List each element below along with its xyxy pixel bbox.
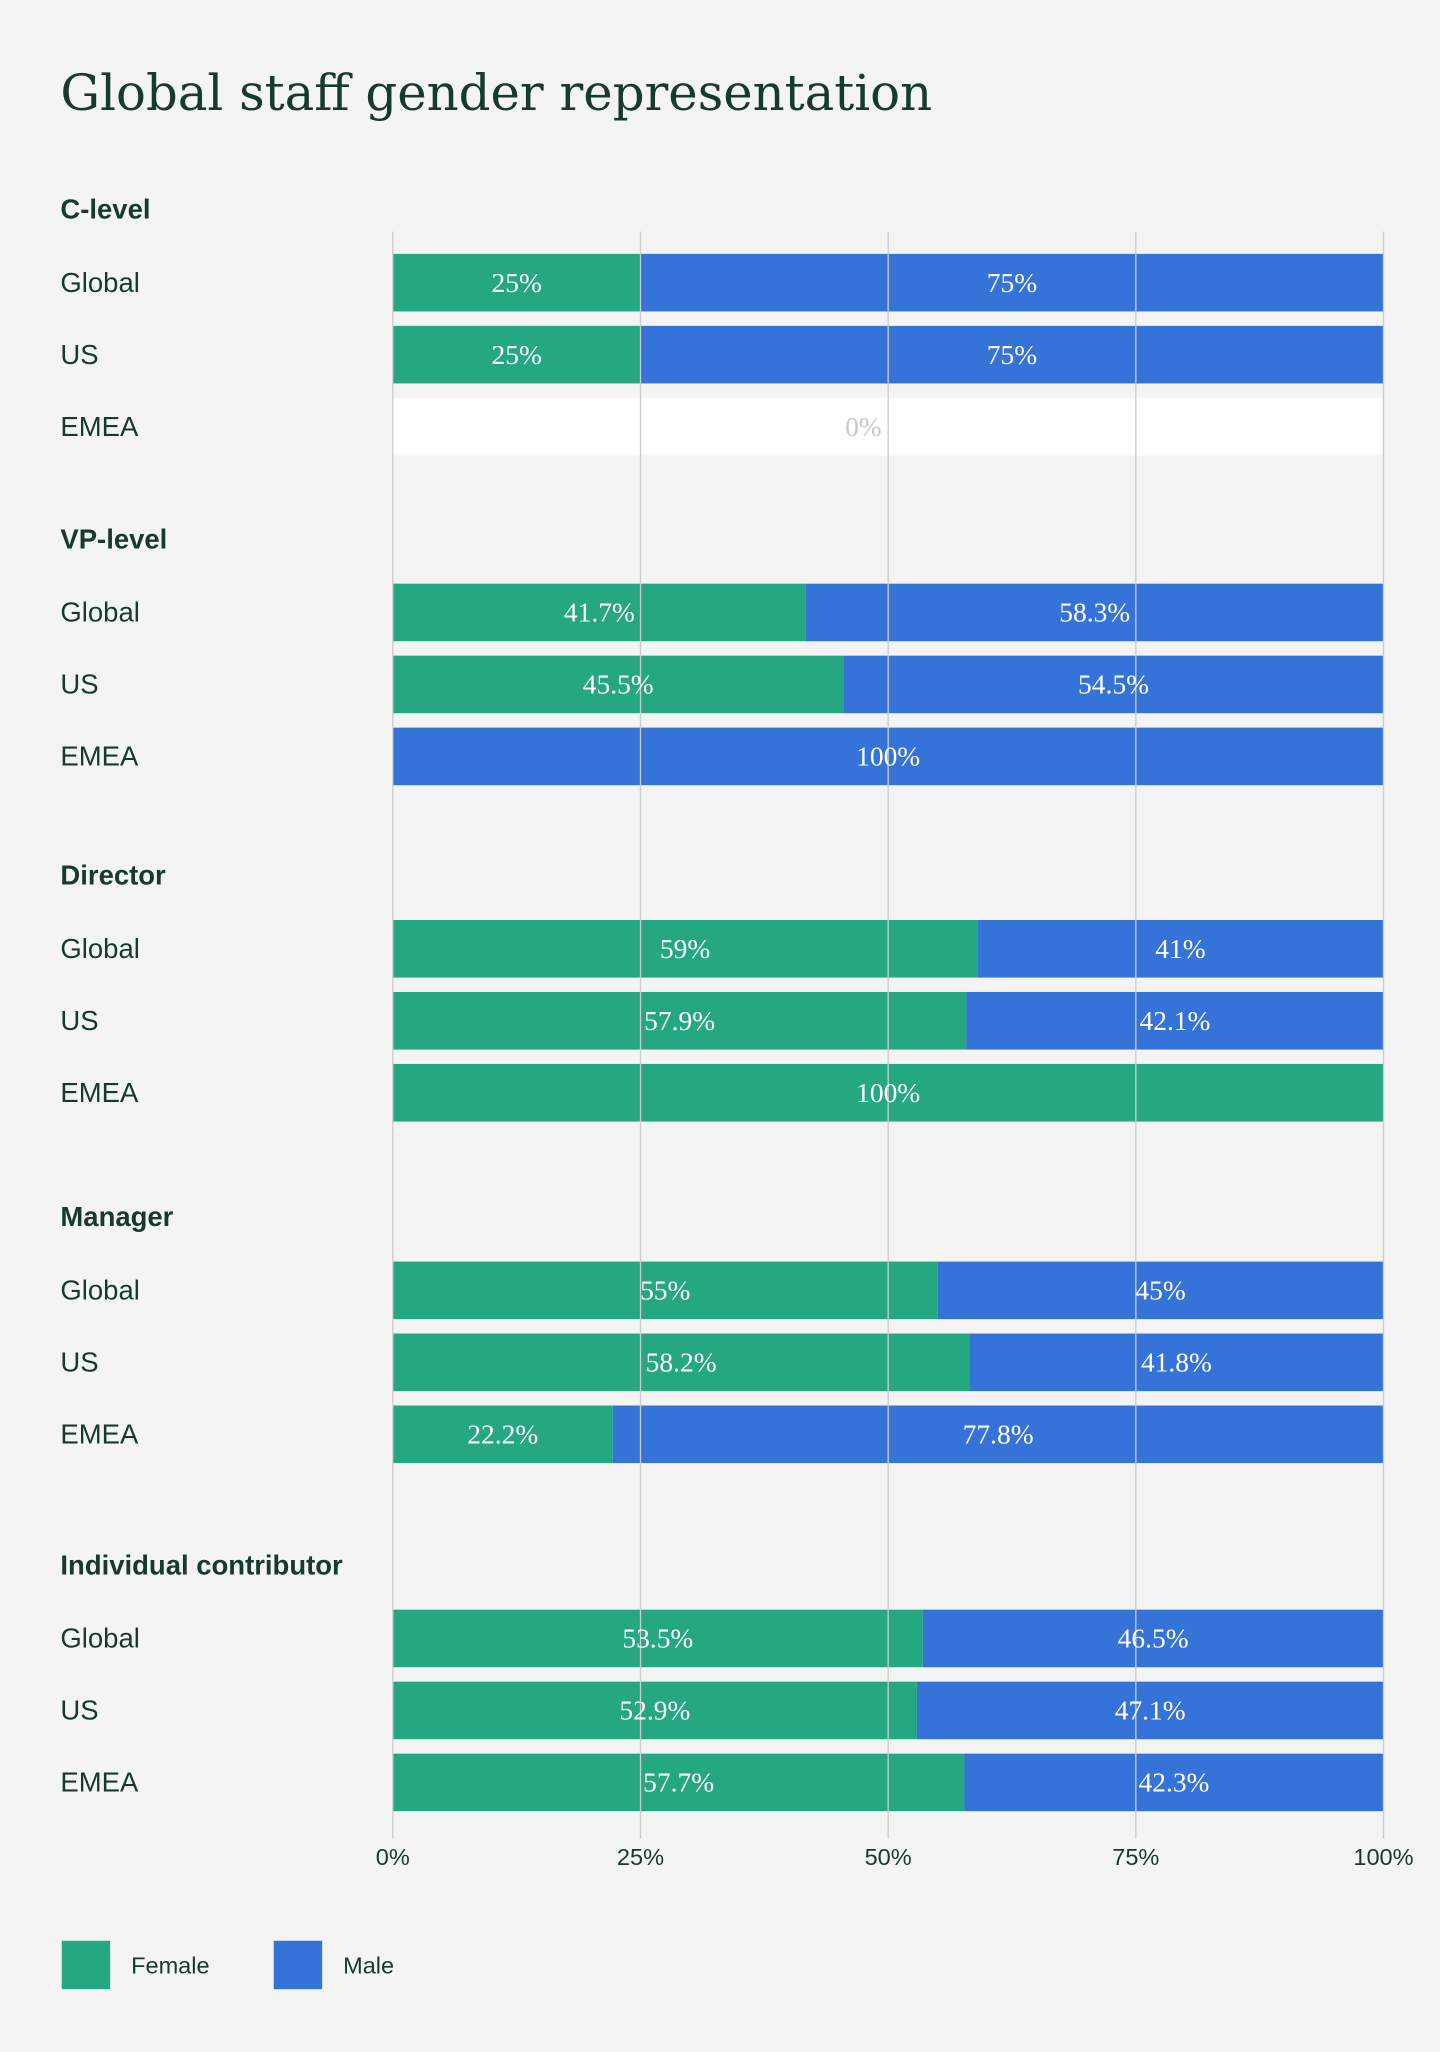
x-tick-label: 75% bbox=[1112, 1844, 1159, 1870]
x-tick-label: 100% bbox=[1353, 1844, 1413, 1870]
female-value-label: 25% bbox=[491, 340, 541, 370]
region-label: Global bbox=[60, 597, 139, 628]
bar-male bbox=[640, 253, 1384, 312]
bar-male bbox=[612, 1405, 1384, 1464]
male-value-label: 45% bbox=[1135, 1276, 1185, 1306]
x-tick-label: 50% bbox=[865, 1844, 912, 1870]
region-label: EMEA bbox=[60, 1767, 139, 1798]
male-value-label: 54.5% bbox=[1078, 670, 1149, 700]
bar-female bbox=[392, 1405, 613, 1464]
region-label: US bbox=[60, 339, 98, 370]
bar-female bbox=[392, 583, 806, 642]
female-value-label: 59% bbox=[660, 934, 710, 964]
region-label: Global bbox=[60, 267, 139, 298]
male-value-label: 58.3% bbox=[1059, 598, 1130, 628]
legend: Female Male bbox=[61, 1940, 394, 1990]
x-axis: 0% 25% 50% 75% 100% bbox=[376, 1844, 1414, 1870]
legend-label-female: Female bbox=[131, 1952, 210, 1978]
bar-female bbox=[392, 325, 641, 384]
bar-male bbox=[937, 1261, 1384, 1320]
legend-swatch-male bbox=[273, 1940, 323, 1990]
male-value-label: 77.8% bbox=[963, 1419, 1034, 1449]
female-value-label: 58.2% bbox=[646, 1347, 717, 1377]
region-label: Global bbox=[60, 933, 139, 964]
bar-female bbox=[392, 1681, 917, 1740]
group-header: C-level bbox=[60, 194, 150, 225]
male-value-label: 41.8% bbox=[1141, 1347, 1212, 1377]
region-label: EMEA bbox=[60, 1077, 139, 1108]
female-value-label: 52.9% bbox=[619, 1696, 690, 1726]
bar-female bbox=[392, 1261, 938, 1320]
male-value-label: 42.1% bbox=[1139, 1006, 1210, 1036]
female-value-label: 53.5% bbox=[622, 1624, 693, 1654]
region-label: EMEA bbox=[60, 1418, 139, 1449]
region-label: US bbox=[60, 669, 98, 700]
x-tick-label: 0% bbox=[376, 1844, 410, 1870]
bar-female bbox=[392, 253, 641, 312]
bar-female bbox=[392, 1753, 965, 1812]
region-label: US bbox=[60, 1005, 98, 1036]
legend-label-male: Male bbox=[343, 1952, 394, 1978]
male-value-label: 42.3% bbox=[1138, 1768, 1209, 1798]
region-label: US bbox=[60, 1695, 98, 1726]
gridlines bbox=[392, 231, 1385, 1839]
bar-male bbox=[916, 1681, 1384, 1740]
bar-female bbox=[392, 655, 844, 714]
labels-layer: C-level Global 25% 75% US 25% 75% EMEA 0% VP-leve… bbox=[60, 194, 1211, 1798]
bar-female bbox=[392, 1609, 923, 1668]
female-value-label: 100% bbox=[856, 1078, 920, 1108]
bar-male bbox=[969, 1333, 1384, 1392]
male-value-label: 75% bbox=[987, 268, 1037, 298]
empty-value-label: 0% bbox=[845, 412, 882, 442]
bar-female bbox=[392, 919, 978, 978]
male-value-label: 41% bbox=[1155, 934, 1205, 964]
bar-female bbox=[392, 1333, 970, 1392]
group-header: VP-level bbox=[60, 523, 167, 554]
region-label: Global bbox=[60, 1623, 139, 1654]
male-value-label: 75% bbox=[987, 340, 1037, 370]
region-label: EMEA bbox=[60, 411, 139, 442]
group-header: Individual contributor bbox=[60, 1549, 343, 1580]
legend-swatch-female bbox=[61, 1940, 111, 1990]
male-value-label: 46.5% bbox=[1118, 1624, 1189, 1654]
bar-male bbox=[843, 655, 1384, 714]
female-value-label: 55% bbox=[640, 1276, 690, 1306]
region-label: US bbox=[60, 1346, 98, 1377]
female-value-label: 41.7% bbox=[564, 598, 635, 628]
region-label: Global bbox=[60, 1275, 139, 1306]
bar-male bbox=[964, 1753, 1384, 1812]
female-value-label: 25% bbox=[491, 268, 541, 298]
bar-male bbox=[922, 1609, 1384, 1668]
female-value-label: 22.2% bbox=[467, 1419, 538, 1449]
group-header: Director bbox=[60, 860, 166, 891]
bar-male bbox=[805, 583, 1384, 642]
bar-male bbox=[966, 991, 1384, 1050]
chart-title: Global staff gender representation bbox=[60, 64, 932, 122]
bar-male bbox=[977, 919, 1384, 978]
female-value-label: 45.5% bbox=[583, 670, 654, 700]
female-value-label: 57.9% bbox=[644, 1006, 715, 1036]
female-value-label: 57.7% bbox=[643, 1768, 714, 1798]
x-tick-label: 25% bbox=[617, 1844, 664, 1870]
bar-male bbox=[640, 325, 1384, 384]
male-value-label: 100% bbox=[856, 742, 920, 772]
group-header: Manager bbox=[60, 1201, 173, 1232]
region-label: EMEA bbox=[60, 741, 139, 772]
bar-female bbox=[392, 991, 967, 1050]
male-value-label: 47.1% bbox=[1115, 1696, 1186, 1726]
